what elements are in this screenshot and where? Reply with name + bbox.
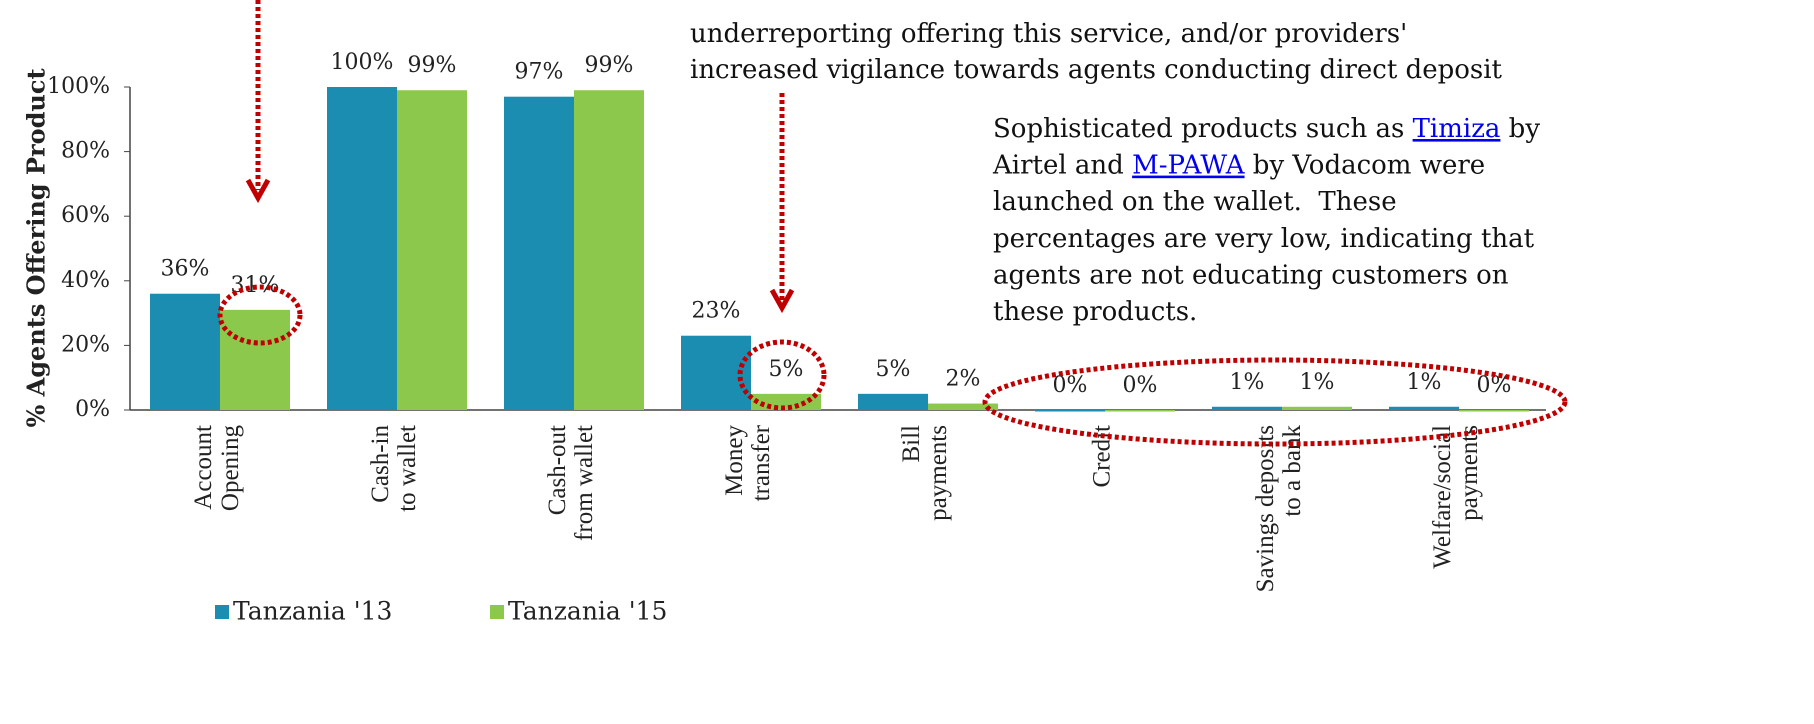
- link[interactable]: by: [1500, 114, 1540, 144]
- value-label: 1%: [1407, 370, 1442, 395]
- bar: [220, 309, 290, 410]
- link[interactable]: increased vigilance towards agents condu…: [690, 55, 1503, 85]
- annotation-line: percentages are very low, indicating tha…: [993, 224, 1535, 254]
- value-label: 1%: [1300, 370, 1335, 395]
- link[interactable]: Airtel and: [992, 151, 1132, 181]
- highlight-circle: [217, 284, 303, 346]
- x-tick-label: Billpayments: [898, 425, 952, 521]
- value-label: 0%: [1053, 373, 1088, 398]
- x-tick-label: Cash-into wallet: [367, 425, 421, 512]
- bar: [1389, 406, 1459, 410]
- annotation-line: Airtel and M-PAWA by Vodacom were: [992, 151, 1485, 181]
- annotation-line: Sophisticated products such as Timiza by: [993, 114, 1540, 144]
- highlight-ellipse: [982, 357, 1568, 447]
- value-label: 99%: [585, 53, 634, 78]
- value-label: 2%: [946, 367, 981, 392]
- link[interactable]: Timiza: [1413, 114, 1501, 144]
- highlight-circle: [737, 339, 827, 411]
- arrow-head: [245, 178, 271, 204]
- link[interactable]: these products.: [993, 297, 1197, 327]
- legend-label: Tanzania '13: [233, 597, 392, 626]
- bar: [574, 90, 644, 410]
- bar: [504, 96, 574, 410]
- bar: [397, 90, 467, 410]
- value-label: 23%: [692, 299, 741, 324]
- annotation-line: underreporting offering this service, an…: [690, 19, 1407, 49]
- x-tick-label: AccountOpening: [190, 425, 244, 512]
- bar: [1459, 410, 1529, 412]
- y-tick-label: 20%: [61, 332, 110, 357]
- y-axis-label: % Agents Offering Product: [22, 68, 51, 427]
- legend-swatch: [490, 605, 504, 619]
- value-label: 0%: [1123, 373, 1158, 398]
- x-tick-label: Cash-outfrom wallet: [544, 425, 598, 541]
- x-tick-label: Welfare/socialpayments: [1429, 425, 1483, 569]
- link[interactable]: Sophisticated products such as: [993, 114, 1413, 144]
- value-label: 97%: [515, 60, 564, 85]
- arrow-head: [769, 288, 795, 314]
- link[interactable]: agents are not educating customers on: [993, 260, 1509, 290]
- decorations: [217, 0, 1568, 447]
- bar: [858, 393, 928, 410]
- value-label: 5%: [769, 357, 804, 382]
- y-tick-label: 60%: [61, 203, 110, 228]
- x-tick-label: Moneytransfer: [721, 424, 775, 501]
- bar: [1035, 410, 1105, 412]
- link[interactable]: by Vodacom were: [1245, 151, 1486, 181]
- value-label: 99%: [408, 53, 457, 78]
- annotation-line: increased vigilance towards agents condu…: [690, 55, 1503, 85]
- link[interactable]: M-PAWA: [1132, 151, 1246, 181]
- legend-swatch: [215, 605, 229, 619]
- annotation-line: agents are not educating customers on: [993, 260, 1509, 290]
- y-tick-label: 40%: [61, 268, 110, 293]
- y-tick-label: 100%: [47, 74, 110, 99]
- value-label: 0%: [1477, 373, 1512, 398]
- y-tick-label: 80%: [61, 139, 110, 164]
- annotation-line: these products.: [993, 297, 1197, 327]
- link[interactable]: underreporting offering this service, an…: [690, 19, 1407, 49]
- link[interactable]: launched on the wallet. These: [993, 187, 1397, 217]
- x-tick-label: Savings depositsto a bank: [1252, 425, 1306, 593]
- link[interactable]: percentages are very low, indicating tha…: [993, 224, 1535, 254]
- legend-label: Tanzania '15: [508, 597, 667, 626]
- bar: [1212, 406, 1282, 410]
- bar: [327, 87, 397, 410]
- annotation-line: launched on the wallet. These: [993, 187, 1397, 217]
- bar: [1282, 406, 1352, 410]
- value-label: 5%: [876, 357, 911, 382]
- bar: [150, 293, 220, 410]
- value-label: 100%: [331, 50, 394, 75]
- value-label: 1%: [1230, 370, 1265, 395]
- bar: [928, 403, 998, 410]
- value-label: 36%: [161, 257, 210, 282]
- bar: [1105, 410, 1175, 412]
- y-tick-label: 0%: [75, 397, 110, 422]
